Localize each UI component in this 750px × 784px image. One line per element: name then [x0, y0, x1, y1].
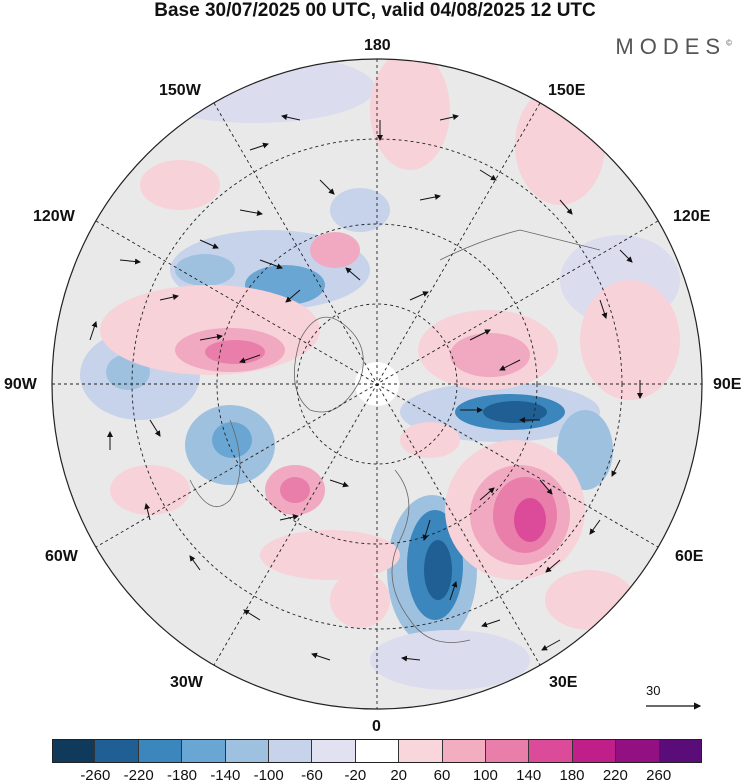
lon-label-90w: 90W: [4, 376, 37, 393]
colorbar-tick-label: -180: [166, 767, 198, 784]
anomaly-pos-14: [545, 570, 635, 630]
anomaly-pos-7: [310, 232, 360, 268]
colorbar-tick-label: -140: [210, 767, 241, 784]
colorbar-tick-label: -100: [253, 767, 284, 784]
anomaly-pos-4-core: [450, 333, 530, 377]
anomaly-neg-3-core: [212, 422, 252, 458]
lon-label-150w: 150W: [159, 82, 201, 99]
anomaly-pos-9: [260, 530, 400, 580]
anomaly-neg-8: [330, 188, 390, 232]
colorbar-segment: [616, 739, 660, 763]
lon-label-30w: 30W: [170, 674, 203, 691]
colorbar-tick-label: 260: [646, 767, 672, 784]
colorbar: [52, 739, 703, 763]
colorbar-segment: [225, 739, 270, 763]
anomaly-pos-8: [110, 465, 190, 515]
anomaly-neg-6-core: [424, 540, 452, 600]
colorbar-segment: [442, 739, 487, 763]
lon-label-90e: 90E: [713, 376, 742, 393]
colorbar-tick-label: 140: [516, 767, 542, 784]
graticule: [52, 59, 702, 709]
anomaly-field: [52, 59, 702, 709]
colorbar-tick-label: 20: [390, 767, 407, 784]
reference-vector-label: 30: [646, 683, 661, 698]
colorbar-tick-label: 60: [433, 767, 451, 784]
colorbar-segment: [52, 739, 96, 763]
colorbar-tick-label: -220: [123, 767, 154, 784]
anomaly-pos-6-core: [280, 477, 310, 503]
anomaly-pos-1-core: [205, 340, 265, 364]
anomaly-pos-5-core: [514, 498, 546, 542]
colorbar-segment: [572, 739, 617, 763]
anomaly-neg-9: [370, 630, 530, 690]
anomaly-pos-2: [370, 59, 450, 170]
anomaly-pos-13: [400, 422, 460, 458]
brand-name: MODES: [615, 34, 727, 59]
colorbar-tick-label: -60: [301, 767, 323, 784]
colorbar-segment: [312, 739, 356, 763]
colorbar-segment: [529, 739, 573, 763]
lon-label-120e: 120E: [673, 208, 711, 225]
map-border: [51, 58, 703, 710]
colorbar-segment: [399, 739, 443, 763]
lon-label-60w: 60W: [45, 548, 78, 565]
anomaly-pos-10: [330, 572, 390, 628]
colorbar-segment: [486, 739, 530, 763]
anomaly-neg-4-core: [483, 401, 547, 423]
coastline-canada: [189, 419, 241, 507]
colorbar-tick-label: -260: [80, 767, 111, 784]
anomaly-pos-11: [140, 160, 220, 210]
anomaly-pos-3: [515, 85, 605, 205]
coastline-asia: [439, 229, 601, 261]
chart-title: Base 30/07/2025 00 UTC, valid 04/08/2025…: [154, 0, 596, 21]
lon-label-60e: 60E: [675, 548, 704, 565]
anomaly-neg-1b: [175, 254, 235, 286]
coastline-greenland: [294, 316, 364, 413]
lon-label-150e: 150E: [548, 82, 586, 99]
colorbar-tick-label: 100: [472, 767, 498, 784]
colorbar-tick-label: -20: [344, 767, 367, 784]
modes-logo: MODES©: [615, 34, 732, 60]
lon-label-0: 0: [372, 718, 381, 735]
colorbar-segment: [355, 739, 400, 763]
lon-label-120w: 120W: [33, 208, 75, 225]
wind-vectors: [89, 114, 643, 662]
colorbar-segment: [182, 739, 226, 763]
colorbar-segment: [269, 739, 313, 763]
lon-label-30e: 30E: [549, 674, 578, 691]
anomaly-pos-12: [580, 280, 680, 400]
lon-label-180: 180: [364, 37, 391, 54]
colorbar-segment: [659, 739, 703, 763]
colorbar-tick-label: 180: [559, 767, 585, 784]
brand-copyright-mark: ©: [726, 38, 732, 48]
colorbar-tick-label: 220: [602, 767, 628, 784]
colorbar-segment: [95, 739, 139, 763]
colorbar-segment: [138, 739, 183, 763]
colorbar-frame: [52, 739, 702, 763]
coastline-europe: [391, 469, 471, 643]
